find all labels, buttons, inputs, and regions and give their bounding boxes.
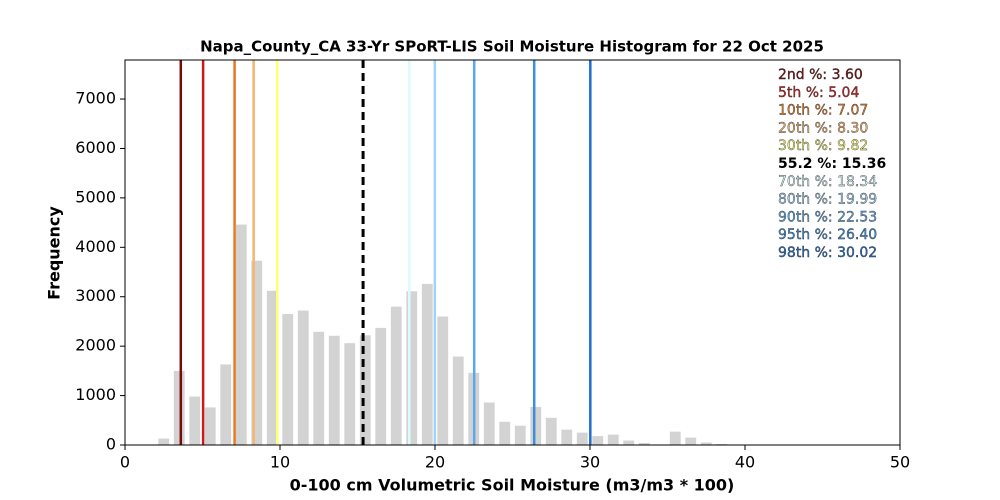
reference-label: 20th %: 8.30	[778, 120, 868, 136]
y-tick-label: 3000	[75, 286, 116, 305]
bar	[623, 440, 635, 445]
bar	[406, 291, 418, 445]
bar	[158, 438, 170, 445]
bar	[638, 443, 650, 445]
bar	[375, 327, 387, 445]
bar	[297, 310, 309, 445]
reference-label: 95th %: 26.40	[778, 227, 877, 243]
bar	[530, 406, 542, 445]
bar	[514, 425, 526, 445]
bar	[282, 314, 294, 445]
y-tick-label: 0	[106, 435, 116, 454]
bar	[220, 364, 232, 445]
x-tick-label: 10	[270, 453, 290, 472]
y-tick-label: 4000	[75, 237, 116, 256]
bar	[344, 343, 356, 445]
x-tick-label: 50	[890, 453, 910, 472]
bar	[235, 224, 247, 445]
bar	[421, 283, 433, 445]
bar	[266, 290, 278, 445]
chart-title: Napa_County_CA 33-Yr SPoRT-LIS Soil Mois…	[200, 38, 824, 56]
bar	[390, 306, 402, 445]
bar	[607, 434, 619, 445]
bar	[189, 396, 201, 445]
y-axis-label: Frequency	[45, 206, 64, 300]
x-tick-label: 20	[425, 453, 445, 472]
y-tick-label: 2000	[75, 336, 116, 355]
bar	[499, 421, 511, 445]
reference-label: 80th %: 19.99	[778, 192, 877, 208]
bar	[561, 429, 573, 445]
reference-label: 70th %: 18.34	[778, 174, 877, 190]
x-tick-label: 0	[120, 453, 130, 472]
bar	[251, 260, 263, 445]
bar	[700, 442, 712, 445]
y-tick-label: 5000	[75, 187, 116, 206]
bar	[576, 432, 588, 445]
y-tick-label: 6000	[75, 138, 116, 157]
x-tick-label: 30	[580, 453, 600, 472]
bar	[437, 316, 449, 445]
bar	[173, 370, 185, 445]
plot-frame	[124, 59, 901, 446]
bar	[452, 356, 464, 445]
bar	[669, 431, 681, 445]
y-tick-label: 1000	[75, 385, 116, 404]
x-axis-label: 0-100 cm Volumetric Soil Moisture (m3/m3…	[290, 476, 735, 495]
reference-label: 98th %: 30.02	[778, 245, 877, 261]
reference-label: 5th %: 5.04	[778, 85, 859, 101]
reference-label: 2nd %: 3.60	[778, 67, 863, 83]
bar	[328, 335, 340, 445]
reference-label: 10th %: 7.07	[778, 103, 868, 119]
reference-label: 55.2 %: 15.36	[778, 156, 886, 172]
x-tick-label: 40	[735, 453, 755, 472]
reference-label: 90th %: 22.53	[778, 209, 877, 225]
bar	[204, 407, 216, 445]
bar	[592, 436, 604, 445]
y-tick-label: 7000	[75, 89, 116, 108]
bar	[483, 402, 495, 445]
bar	[545, 417, 557, 445]
bar	[313, 331, 325, 445]
bar	[685, 437, 697, 445]
reference-label: 30th %: 9.82	[778, 138, 868, 154]
bar	[359, 335, 371, 445]
